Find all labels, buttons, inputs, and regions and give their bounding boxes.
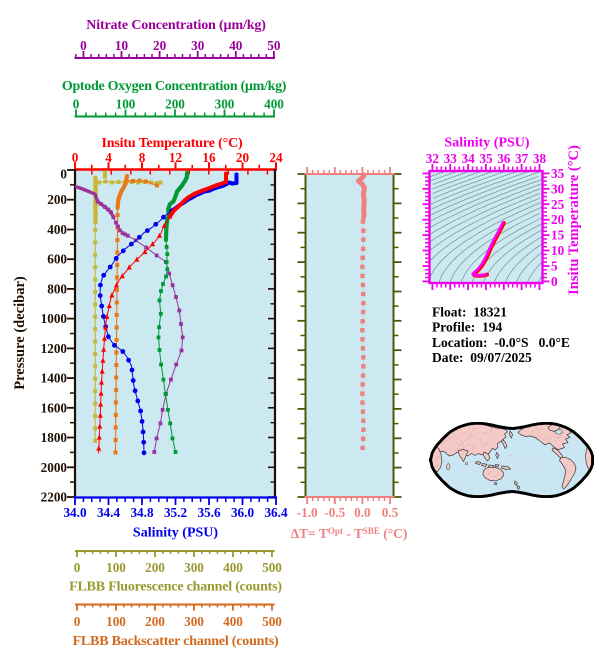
svg-text:Salinity (PSU): Salinity (PSU) bbox=[133, 526, 219, 541]
svg-text:36.0: 36.0 bbox=[231, 505, 254, 520]
svg-text:5: 5 bbox=[551, 258, 558, 273]
svg-text:FLBB Backscatter channel (coun: FLBB Backscatter channel (counts) bbox=[73, 634, 279, 649]
svg-text:-0.5: -0.5 bbox=[324, 505, 345, 520]
svg-text:36: 36 bbox=[497, 151, 511, 166]
svg-text:30: 30 bbox=[191, 38, 205, 53]
svg-text:Salinity (PSU): Salinity (PSU) bbox=[444, 136, 530, 151]
svg-text:32: 32 bbox=[426, 151, 440, 166]
svg-text:1600: 1600 bbox=[41, 400, 68, 415]
svg-text:Location: -0.0°S 0.0°E: Location: -0.0°S 0.0°E bbox=[432, 335, 570, 350]
svg-text:0.5: 0.5 bbox=[382, 505, 399, 520]
svg-text:Float: 18321: Float: 18321 bbox=[432, 305, 507, 320]
svg-text:0: 0 bbox=[551, 274, 558, 289]
svg-text:0: 0 bbox=[60, 167, 67, 182]
svg-text:-1.0: -1.0 bbox=[297, 505, 318, 520]
svg-text:0: 0 bbox=[74, 614, 81, 629]
svg-text:2000: 2000 bbox=[41, 460, 68, 475]
svg-text:500: 500 bbox=[262, 614, 282, 629]
svg-text:12: 12 bbox=[169, 150, 183, 165]
svg-text:20: 20 bbox=[236, 150, 250, 165]
svg-text:2200: 2200 bbox=[41, 490, 68, 505]
svg-text:20: 20 bbox=[153, 38, 167, 53]
svg-text:1800: 1800 bbox=[41, 430, 68, 445]
svg-text:30: 30 bbox=[551, 181, 565, 196]
svg-text:400: 400 bbox=[223, 560, 243, 575]
svg-text:ΔT= TOpt - TSBE (°C): ΔT= TOpt - TSBE (°C) bbox=[291, 526, 408, 541]
svg-text:100: 100 bbox=[106, 614, 126, 629]
svg-text:1200: 1200 bbox=[41, 341, 68, 356]
svg-text:200: 200 bbox=[145, 560, 165, 575]
svg-text:300: 300 bbox=[215, 97, 235, 112]
svg-text:15: 15 bbox=[551, 228, 565, 243]
svg-text:800: 800 bbox=[47, 281, 67, 296]
svg-text:36.4: 36.4 bbox=[264, 505, 287, 520]
svg-text:10: 10 bbox=[551, 243, 565, 258]
svg-text:1400: 1400 bbox=[41, 371, 68, 386]
svg-text:38: 38 bbox=[533, 151, 547, 166]
svg-text:50: 50 bbox=[267, 38, 281, 53]
svg-text:0: 0 bbox=[72, 150, 79, 165]
svg-text:34.4: 34.4 bbox=[97, 505, 120, 520]
svg-text:25: 25 bbox=[551, 197, 565, 212]
svg-text:10: 10 bbox=[115, 38, 129, 53]
svg-text:34.8: 34.8 bbox=[130, 505, 153, 520]
svg-text:200: 200 bbox=[47, 192, 67, 207]
svg-text:300: 300 bbox=[184, 614, 204, 629]
svg-text:400: 400 bbox=[223, 614, 243, 629]
svg-text:Date: 09/07/2025: Date: 09/07/2025 bbox=[432, 350, 532, 365]
svg-text:35: 35 bbox=[479, 151, 493, 166]
svg-text:0.0: 0.0 bbox=[354, 505, 371, 520]
svg-text:24: 24 bbox=[269, 150, 283, 165]
svg-text:Optode Oxygen Concentration (µ: Optode Oxygen Concentration (µm/kg) bbox=[62, 79, 287, 94]
svg-text:Profile: 194: Profile: 194 bbox=[432, 320, 502, 335]
svg-text:0: 0 bbox=[80, 38, 87, 53]
svg-text:FLBB Fluorescence channel (cou: FLBB Fluorescence channel (counts) bbox=[69, 580, 282, 595]
svg-text:200: 200 bbox=[165, 97, 185, 112]
svg-text:100: 100 bbox=[116, 97, 136, 112]
svg-text:33: 33 bbox=[444, 151, 458, 166]
svg-text:37: 37 bbox=[515, 151, 529, 166]
svg-text:0: 0 bbox=[74, 560, 81, 575]
svg-text:Nitrate Concentration (µm/kg): Nitrate Concentration (µm/kg) bbox=[86, 18, 266, 33]
svg-text:35.6: 35.6 bbox=[197, 505, 220, 520]
svg-text:Insitu Temperature (°C): Insitu Temperature (°C) bbox=[566, 145, 582, 295]
svg-text:4: 4 bbox=[105, 150, 112, 165]
svg-text:500: 500 bbox=[262, 560, 282, 575]
svg-text:20: 20 bbox=[551, 212, 565, 227]
svg-text:35: 35 bbox=[551, 166, 565, 181]
svg-text:200: 200 bbox=[145, 614, 165, 629]
svg-text:16: 16 bbox=[202, 150, 216, 165]
svg-text:600: 600 bbox=[47, 252, 67, 267]
svg-text:1000: 1000 bbox=[41, 311, 68, 326]
svg-text:400: 400 bbox=[264, 97, 284, 112]
svg-text:8: 8 bbox=[139, 150, 146, 165]
svg-text:Insitu Temperature (°C): Insitu Temperature (°C) bbox=[101, 136, 243, 151]
svg-text:34: 34 bbox=[462, 151, 476, 166]
svg-text:300: 300 bbox=[184, 560, 204, 575]
svg-text:35.2: 35.2 bbox=[164, 505, 187, 520]
svg-text:0: 0 bbox=[73, 97, 80, 112]
svg-text:400: 400 bbox=[47, 222, 67, 237]
svg-text:100: 100 bbox=[106, 560, 126, 575]
svg-text:40: 40 bbox=[229, 38, 243, 53]
svg-text:34.0: 34.0 bbox=[63, 505, 86, 520]
svg-text:Pressure (decibar): Pressure (decibar) bbox=[12, 276, 28, 390]
